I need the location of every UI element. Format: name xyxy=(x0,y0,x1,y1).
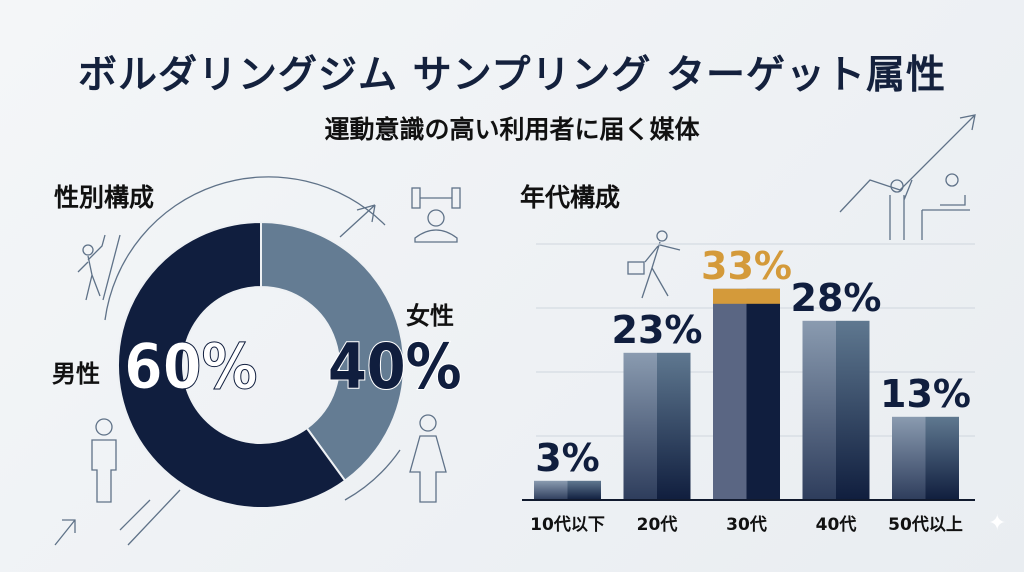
female-label: 女性 xyxy=(406,302,454,330)
age-section-title: 年代構成 xyxy=(520,183,621,212)
arc-decoration xyxy=(344,449,401,501)
x-tick-label: 10代以下 xyxy=(530,514,605,535)
woman-icon xyxy=(409,414,447,503)
bar-right-half xyxy=(567,480,601,500)
male-value: 60% xyxy=(124,330,259,404)
trend-arrow-icon xyxy=(339,204,376,238)
bar-20代 xyxy=(623,352,691,500)
trend-arrow-icon xyxy=(54,519,76,546)
bar-right-half xyxy=(657,352,691,500)
bar-40代 xyxy=(802,320,870,500)
bar-right-half xyxy=(746,288,780,500)
bar-highlight-cap xyxy=(713,288,780,304)
bar-value-label: 28% xyxy=(791,276,882,320)
trend-line-decoration xyxy=(839,114,976,213)
bar-left-half xyxy=(713,288,747,500)
bar-10代以下 xyxy=(534,480,601,500)
x-tick-label: 50代以上 xyxy=(888,514,963,535)
donut-slice-male xyxy=(117,220,347,509)
climber-icon xyxy=(77,234,121,301)
office-people-icon xyxy=(889,173,970,240)
page-subtitle: 運動意識の高い利用者に届く媒体 xyxy=(324,115,700,144)
bar-left-half xyxy=(892,416,926,500)
page-title: ボルダリングジム サンプリング ターゲット属性 xyxy=(78,53,946,98)
bar-left-half xyxy=(802,320,836,500)
businessman-walking-icon xyxy=(627,230,681,299)
stripe-decoration xyxy=(119,489,181,546)
bar-value-label: 3% xyxy=(535,436,600,480)
bar-right-half xyxy=(836,320,870,500)
bar-50代以上 xyxy=(892,416,959,500)
weightlifter-icon xyxy=(411,187,461,243)
bar-right-half xyxy=(925,416,959,500)
sparkle-icon: ✦ xyxy=(988,511,1006,536)
bar-left-half xyxy=(534,480,568,500)
bar-value-label: 23% xyxy=(612,308,703,352)
arc-decoration xyxy=(104,176,386,321)
bar-value-label: 33% xyxy=(701,244,792,288)
donut-slice-female xyxy=(260,220,405,483)
gender-section-title: 性別構成 xyxy=(54,183,155,212)
x-tick-label: 40代 xyxy=(816,514,857,535)
x-tick-label: 20代 xyxy=(637,514,678,535)
male-label: 男性 xyxy=(52,360,100,388)
x-tick-label: 30代 xyxy=(726,514,767,535)
female-value: 40% xyxy=(327,329,463,404)
bar-left-half xyxy=(623,352,657,500)
bar-30代 xyxy=(713,288,780,500)
bar-value-label: 13% xyxy=(880,372,971,416)
man-icon xyxy=(91,418,117,503)
